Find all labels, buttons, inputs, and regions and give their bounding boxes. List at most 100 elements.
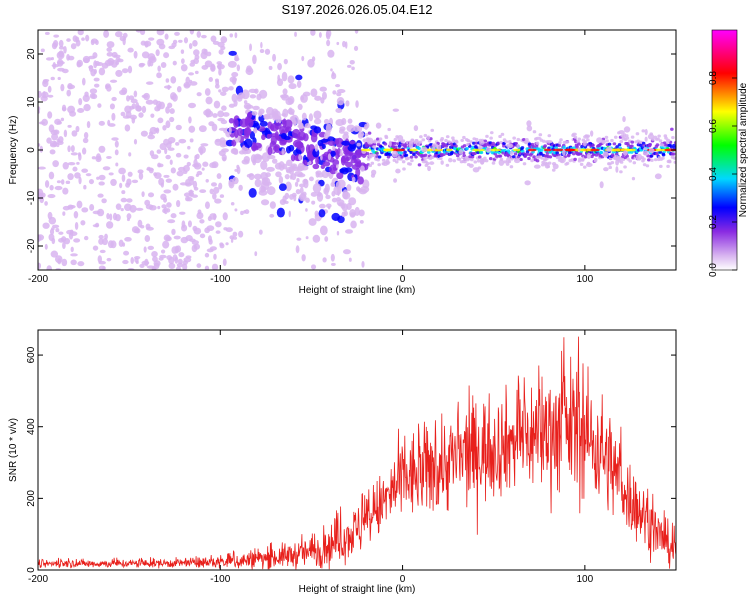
heatmap-cell — [465, 147, 469, 151]
heatmap-cell — [70, 43, 77, 50]
heatmap-cell — [150, 113, 155, 118]
heatmap-cell — [158, 163, 164, 168]
heatmap-cell — [38, 106, 41, 112]
heatmap-cell — [215, 230, 221, 234]
heatmap-cell — [451, 138, 456, 143]
spectrogram-y-tick-label: 10 — [26, 96, 37, 108]
heatmap-cell — [603, 167, 609, 172]
heatmap-cell — [673, 160, 676, 164]
heatmap-cell — [149, 126, 158, 135]
heatmap-cell — [57, 76, 61, 81]
heatmap-cell — [474, 137, 479, 142]
heatmap-cell — [285, 146, 292, 154]
heatmap-cell — [77, 108, 85, 113]
heatmap-cell — [78, 176, 82, 185]
heatmap-cell — [129, 105, 135, 110]
heatmap-cell — [659, 164, 663, 169]
heatmap-cell — [234, 32, 238, 39]
heatmap-cell — [541, 139, 546, 143]
heatmap-cell — [83, 235, 89, 241]
heatmap-cell — [619, 170, 623, 174]
heatmap-cell — [284, 119, 293, 129]
heatmap-cell — [496, 141, 501, 145]
heatmap-cell — [195, 173, 199, 178]
heatmap-cell — [65, 180, 71, 184]
heatmap-cell — [535, 141, 540, 145]
heatmap-cell — [462, 135, 466, 140]
heatmap-cell — [111, 137, 119, 141]
heatmap-cell — [325, 194, 331, 200]
heatmap-cell — [647, 133, 655, 140]
heatmap-cell — [426, 150, 431, 154]
heatmap-cell — [56, 138, 61, 143]
heatmap-cell — [642, 157, 646, 161]
heatmap-cell — [54, 255, 63, 264]
heatmap-cell — [260, 199, 270, 206]
heatmap-cell — [410, 159, 414, 163]
heatmap-cell — [639, 143, 643, 148]
heatmap-cell — [341, 118, 347, 126]
heatmap-cell — [285, 181, 292, 192]
heatmap-cell — [327, 206, 331, 210]
heatmap-cell — [207, 235, 212, 243]
heatmap-cell — [427, 165, 431, 172]
heatmap-cell — [378, 137, 383, 141]
heatmap-cell — [98, 67, 106, 76]
heatmap-cell — [337, 215, 345, 224]
heatmap-cell — [393, 145, 398, 149]
heatmap-cell — [148, 37, 155, 41]
colorbar-tick-label: 0.6 — [708, 119, 719, 133]
heatmap-cell — [180, 49, 185, 54]
snr-x-tick-label: 0 — [400, 574, 406, 585]
heatmap-cell — [188, 102, 197, 109]
heatmap-cell — [234, 129, 239, 139]
heatmap-cell — [183, 192, 192, 198]
heatmap-cell — [354, 206, 360, 216]
heatmap-cell — [175, 124, 182, 131]
heatmap-cell — [308, 113, 313, 122]
heatmap-cell — [401, 160, 406, 164]
heatmap-cell — [344, 161, 353, 168]
snr-x-axis-label: Height of straight line (km) — [299, 584, 416, 595]
heatmap-cell — [188, 42, 193, 50]
heatmap-cell — [220, 36, 228, 44]
heatmap-cell — [615, 159, 620, 166]
heatmap-cell — [349, 212, 356, 217]
heatmap-cell — [73, 210, 79, 219]
heatmap-cell — [312, 163, 320, 170]
heatmap-cell — [151, 250, 158, 258]
heatmap-cell — [399, 151, 404, 155]
heatmap-cell — [661, 156, 665, 160]
heatmap-cell — [141, 260, 150, 266]
heatmap-cell — [41, 118, 48, 126]
heatmap-cell — [335, 107, 343, 114]
heatmap-cell — [440, 160, 444, 165]
heatmap-cell — [228, 86, 234, 91]
heatmap-cell — [630, 135, 635, 139]
heatmap-cell — [349, 59, 355, 65]
heatmap-cell — [518, 151, 523, 156]
heatmap-cell — [206, 225, 215, 232]
colorbar-label: Normalized spectral amplitude — [738, 82, 749, 217]
heatmap-cell — [288, 210, 291, 218]
colorbar: 0.0 0.2 0.4 0.6 0.8 Normalized spectral ampl… — [708, 29, 749, 277]
heatmap-cell — [305, 197, 310, 203]
heatmap-cell — [295, 74, 303, 81]
heatmap-cell — [194, 70, 199, 75]
heatmap-cell — [284, 173, 290, 180]
heatmap-cell — [277, 62, 282, 71]
heatmap-cell — [329, 164, 338, 175]
heatmap-cell — [176, 85, 182, 93]
heatmap-cell — [648, 147, 655, 154]
heatmap-cell — [527, 156, 531, 161]
spectrogram-y-tick-label: 0 — [26, 147, 37, 153]
heatmap-cell — [106, 155, 112, 159]
heatmap-cell — [471, 148, 486, 152]
heatmap-cell — [334, 138, 340, 145]
heatmap-cell — [254, 178, 262, 188]
heatmap-cell — [409, 155, 414, 159]
heatmap-cell — [249, 43, 252, 52]
heatmap-cell — [322, 257, 327, 263]
heatmap-cell — [127, 47, 134, 53]
